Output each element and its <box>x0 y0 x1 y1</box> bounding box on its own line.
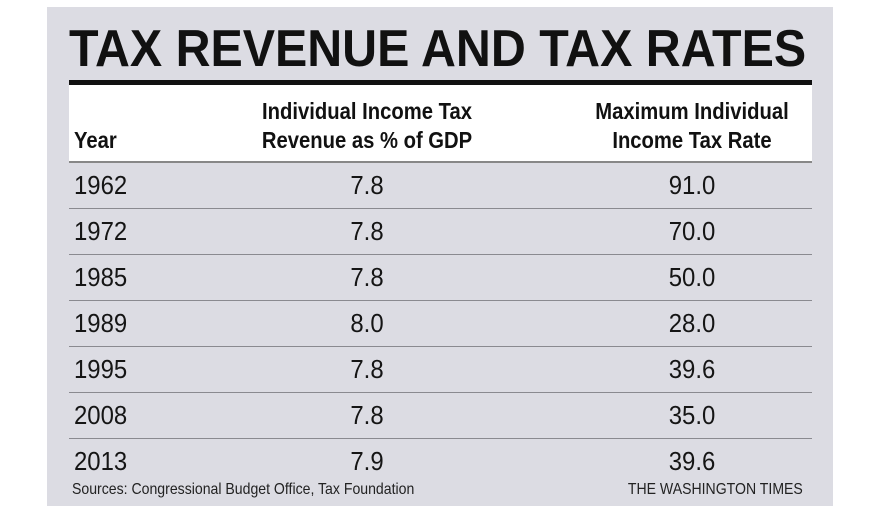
publisher-credit: THE WASHINGTON TIMES <box>628 481 803 498</box>
table-row: 1972 7.8 70.0 <box>69 209 812 255</box>
header-line: Revenue as % of GDP <box>261 127 473 153</box>
cell-year: 1989 <box>74 308 128 338</box>
cell-revenue: 8.0 <box>350 308 384 338</box>
infographic-panel: TAX REVENUE AND TAX RATES Year Individua… <box>47 7 833 506</box>
cell-max-rate: 70.0 <box>668 216 716 246</box>
cell-max-rate: 35.0 <box>668 400 716 430</box>
header-year: Year <box>74 126 117 155</box>
table-row: 1989 8.0 28.0 <box>69 301 812 347</box>
header-line: Year <box>74 127 117 153</box>
header-line: Income Tax Rate <box>612 127 772 153</box>
cell-year: 2008 <box>74 400 128 430</box>
cell-max-rate: 39.6 <box>668 354 716 384</box>
cell-year: 1985 <box>74 262 128 292</box>
header-line: Individual Income Tax <box>262 98 472 124</box>
table-row: 2008 7.8 35.0 <box>69 393 812 439</box>
table-row: 1995 7.8 39.6 <box>69 347 812 393</box>
cell-year: 2013 <box>74 446 128 476</box>
table-row: 2013 7.9 39.6 <box>69 439 812 484</box>
table-row: 1985 7.8 50.0 <box>69 255 812 301</box>
table-row: 1962 7.8 91.0 <box>69 163 812 209</box>
sources-note: Sources: Congressional Budget Office, Ta… <box>72 481 415 498</box>
cell-revenue: 7.9 <box>350 446 384 476</box>
cell-revenue: 7.8 <box>350 216 384 246</box>
cell-max-rate: 50.0 <box>668 262 716 292</box>
title-rule <box>69 80 812 85</box>
header-line: Maximum Individual <box>595 98 789 124</box>
cell-year: 1962 <box>74 170 128 200</box>
cell-year: 1972 <box>74 216 128 246</box>
cell-revenue: 7.8 <box>350 400 384 430</box>
cell-max-rate: 39.6 <box>668 446 716 476</box>
cell-max-rate: 28.0 <box>668 308 716 338</box>
cell-year: 1995 <box>74 354 128 384</box>
table-header: Year Individual Income Tax Revenue as % … <box>69 85 812 163</box>
cell-revenue: 7.8 <box>350 354 384 384</box>
cell-revenue: 7.8 <box>350 262 384 292</box>
chart-title: TAX REVENUE AND TAX RATES <box>69 20 807 78</box>
cell-max-rate: 91.0 <box>668 170 716 200</box>
cell-revenue: 7.8 <box>350 170 384 200</box>
table-body: 1962 7.8 91.0 1972 7.8 70.0 1985 7.8 50.0 1989 8.0… <box>69 163 812 484</box>
